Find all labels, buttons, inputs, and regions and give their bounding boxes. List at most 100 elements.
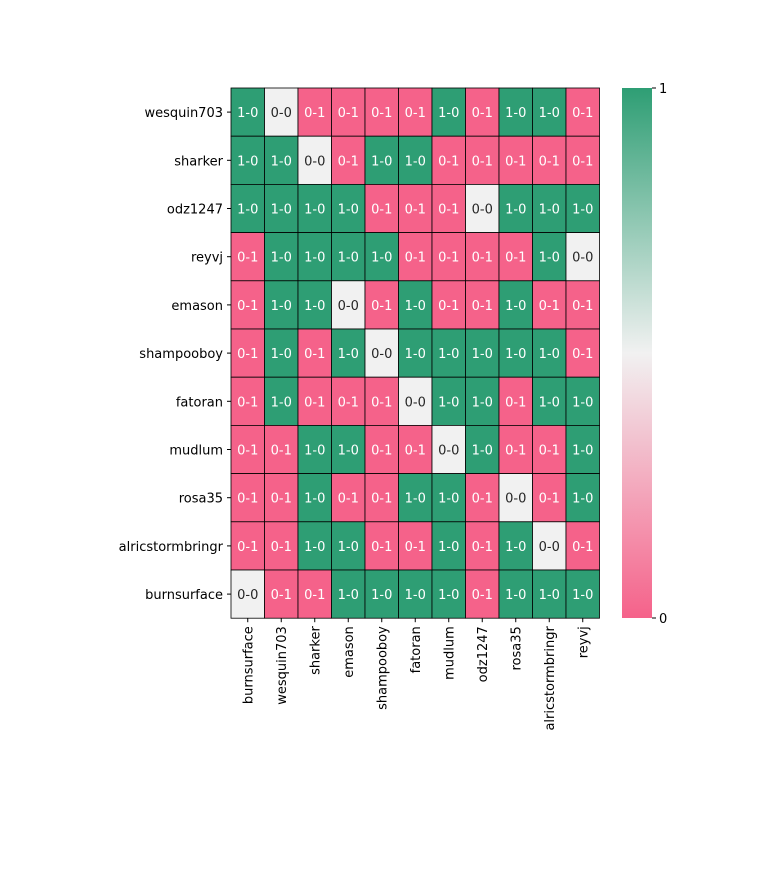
heatmap-cell (565, 280, 600, 330)
heatmap-cell (565, 569, 600, 619)
cell-value-label: 1-0 (371, 588, 392, 603)
cell-value-label: 1-0 (304, 492, 325, 507)
cell-value-label: 1-0 (271, 395, 292, 410)
heatmap-cell (498, 135, 533, 185)
cell-value-label: 0-0 (304, 154, 325, 169)
cell-value-label: 1-0 (237, 203, 258, 218)
cell-value-label: 1-0 (472, 347, 493, 362)
cell-value-label: 0-0 (371, 347, 392, 362)
cell-value-label: 1-0 (539, 395, 560, 410)
cell-value-label: 0-1 (237, 492, 258, 507)
cell-value-label: 0-1 (472, 540, 493, 555)
cell-value-label: 0-0 (237, 588, 258, 603)
heatmap-cell (431, 183, 466, 233)
cell-value-label: 0-1 (271, 444, 292, 459)
cell-value-label: 1-0 (572, 588, 593, 603)
cell-value-label: 0-1 (304, 106, 325, 121)
cell-value-label: 0-0 (505, 492, 526, 507)
row-label: mudlum (169, 444, 223, 459)
heatmap-cell (431, 232, 466, 282)
heatmap-cell (331, 424, 366, 474)
heatmap-cell (398, 232, 433, 282)
heatmap-cell (565, 376, 600, 426)
cell-value-label: 1-0 (338, 540, 359, 555)
heatmap-cell (431, 424, 466, 474)
cell-value-label: 1-0 (539, 203, 560, 218)
column-labels: burnsurface wesquin703 sharker emason shampo… (242, 618, 592, 731)
heatmap-cell (331, 232, 366, 282)
heatmap-cell (398, 135, 433, 185)
column-label: fatoran (409, 626, 424, 673)
cell-value-label: 0-1 (371, 395, 392, 410)
heatmap-cell (264, 424, 299, 474)
heatmap-cell (230, 376, 265, 426)
column-label: odz1247 (476, 626, 491, 682)
row-label: burnsurface (145, 588, 223, 603)
colorbar-gradient (622, 88, 652, 618)
cell-value-label: 0-1 (237, 347, 258, 362)
heatmap-cells: 1-0 0-0 0-1 0-1 0-1 0-1 1-0 0-1 1-0 1-0 0-1 1-0 1-0 0… (230, 87, 600, 619)
cell-value-label: 1-0 (338, 251, 359, 266)
cell-value-label: 0-1 (338, 492, 359, 507)
heatmap-cell (230, 183, 265, 233)
heatmap-cell (498, 569, 533, 619)
heatmap-cell (230, 424, 265, 474)
cell-value-label: 0-0 (472, 203, 493, 218)
cell-value-label: 1-0 (304, 203, 325, 218)
cell-value-label: 0-1 (371, 492, 392, 507)
heatmap-cell (565, 232, 600, 282)
heatmap-cell (364, 135, 399, 185)
column-label: burnsurface (242, 626, 257, 704)
cell-value-label: 1-0 (338, 444, 359, 459)
cell-value-label: 1-0 (304, 540, 325, 555)
cell-value-label: 0-0 (438, 444, 459, 459)
cell-value-label: 1-0 (405, 154, 426, 169)
cell-value-label: 1-0 (572, 203, 593, 218)
cell-value-label: 1-0 (539, 347, 560, 362)
colorbar-max-label: 1 (659, 82, 667, 97)
heatmap-cell (532, 424, 567, 474)
heatmap-cell (431, 376, 466, 426)
colorbar-min-label: 0 (659, 612, 667, 627)
cell-value-label: 0-1 (472, 251, 493, 266)
heatmap-cell (264, 376, 299, 426)
row-label: alricstormbringr (119, 540, 224, 555)
heatmap-cell (498, 521, 533, 571)
cell-value-label: 0-1 (572, 540, 593, 555)
heatmap-cell (498, 280, 533, 330)
cell-value-label: 0-1 (405, 106, 426, 121)
column-label: wesquin703 (275, 626, 290, 705)
heatmap-cell (230, 87, 265, 137)
heatmap-cell (364, 569, 399, 619)
cell-value-label: 1-0 (539, 588, 560, 603)
column-label: sharker (309, 626, 324, 675)
cell-value-label: 1-0 (371, 154, 392, 169)
heatmap-cell (498, 473, 533, 523)
cell-value-label: 0-1 (371, 203, 392, 218)
heatmap-cell (331, 521, 366, 571)
heatmap-cell (465, 473, 500, 523)
cell-value-label: 0-1 (572, 106, 593, 121)
heatmap-cell (364, 183, 399, 233)
heatmap-cell (565, 424, 600, 474)
cell-value-label: 1-0 (572, 492, 593, 507)
row-label: reyvj (191, 251, 223, 266)
row-label: emason (171, 299, 223, 314)
heatmap-cell (230, 135, 265, 185)
heatmap-cell (364, 280, 399, 330)
heatmap-cell (398, 87, 433, 137)
cell-value-label: 0-1 (505, 395, 526, 410)
cell-value-label: 0-1 (505, 154, 526, 169)
cell-value-label: 1-0 (237, 154, 258, 169)
cell-value-label: 1-0 (505, 203, 526, 218)
heatmap-cell (465, 521, 500, 571)
cell-value-label: 1-0 (271, 154, 292, 169)
cell-value-label: 0-0 (405, 395, 426, 410)
cell-value-label: 0-1 (237, 299, 258, 314)
heatmap-cell (297, 232, 332, 282)
heatmap-cell (465, 569, 500, 619)
row-label: shampooboy (139, 347, 223, 362)
cell-value-label: 1-0 (405, 299, 426, 314)
cell-value-label: 0-1 (438, 299, 459, 314)
cell-value-label: 0-1 (438, 154, 459, 169)
